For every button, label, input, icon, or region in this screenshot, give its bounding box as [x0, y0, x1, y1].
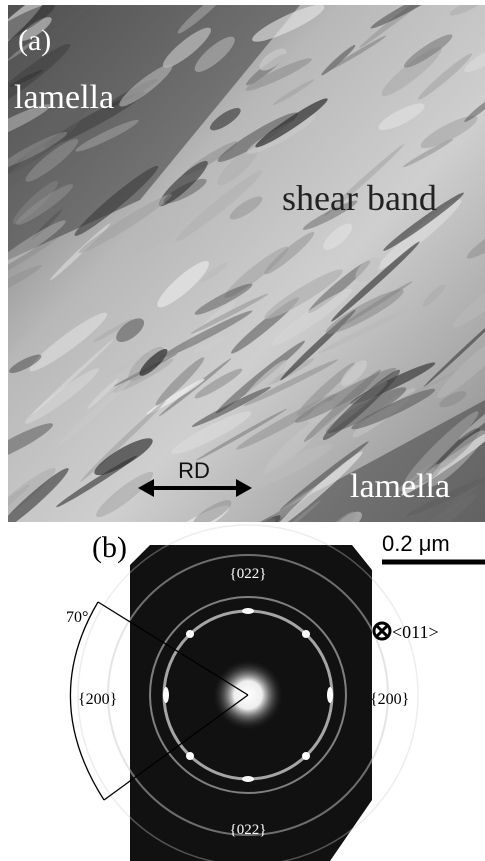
region-label: lamella [14, 79, 114, 116]
angle-label: 70° [66, 609, 88, 626]
panel-label: (a) [18, 24, 51, 57]
zone-axis-symbol [374, 623, 390, 639]
zone-axis-label: <011> [392, 622, 439, 642]
panel-label: (b) [92, 531, 127, 564]
ring-label: {022} [230, 822, 267, 838]
scale-bar-label: 0.2 μm [382, 531, 450, 556]
region-label: shear band [282, 178, 437, 218]
region-label: lamella [350, 468, 450, 505]
figure: (a) lamella shear band lamella RD (b) 0.… [0, 0, 485, 861]
ring-label: {200} [78, 691, 117, 708]
ring-label: {200} [370, 691, 409, 708]
direction-label: RD [178, 458, 210, 483]
ring-label: {022} [230, 566, 267, 582]
